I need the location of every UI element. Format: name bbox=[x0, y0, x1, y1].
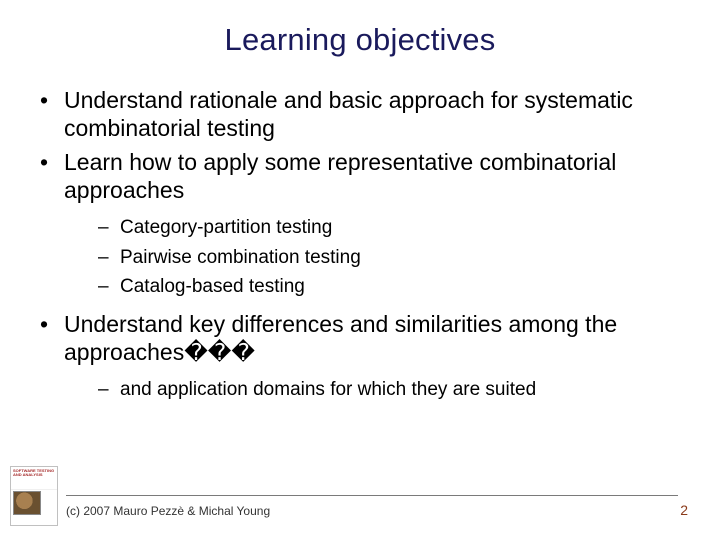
bullet-text: Understand rationale and basic approach … bbox=[64, 87, 633, 141]
sub-bullet-item: Category-partition testing bbox=[96, 214, 688, 243]
slide-footer: (c) 2007 Mauro Pezzè & Michal Young 2 bbox=[66, 502, 688, 518]
sub-bullet-text: Pairwise combination testing bbox=[120, 247, 361, 268]
bullet-item: Understand rationale and basic approach … bbox=[38, 86, 688, 142]
book-thumbnail: SOFTWARE TESTING AND ANALYSIS bbox=[10, 466, 58, 526]
thumbnail-label: SOFTWARE TESTING AND ANALYSIS bbox=[13, 469, 55, 477]
footer-divider bbox=[66, 495, 678, 496]
sub-bullet-list: and application domains for which they a… bbox=[64, 376, 688, 405]
copyright-text: (c) 2007 Mauro Pezzè & Michal Young bbox=[66, 504, 270, 518]
bullet-list: Understand rationale and basic approach … bbox=[32, 86, 688, 404]
page-number: 2 bbox=[680, 502, 688, 518]
sub-bullet-text: Catalog-based testing bbox=[120, 276, 305, 297]
bullet-text: Understand key differences and similarit… bbox=[64, 311, 617, 365]
slide-title: Learning objectives bbox=[32, 22, 688, 58]
sub-bullet-list: Category-partition testing Pairwise comb… bbox=[64, 214, 688, 302]
bullet-item: Learn how to apply some representative c… bbox=[38, 148, 688, 302]
sub-bullet-item: Pairwise combination testing bbox=[96, 244, 688, 273]
bullet-item: Understand key differences and similarit… bbox=[38, 310, 688, 405]
sub-bullet-item: Catalog-based testing bbox=[96, 273, 688, 302]
thumbnail-image bbox=[13, 491, 41, 515]
sub-bullet-text: and application domains for which they a… bbox=[120, 379, 536, 400]
sub-bullet-item: and application domains for which they a… bbox=[96, 376, 688, 405]
sub-bullet-text: Category-partition testing bbox=[120, 217, 332, 238]
slide: Learning objectives Understand rationale… bbox=[0, 0, 720, 540]
bullet-text: Learn how to apply some representative c… bbox=[64, 149, 616, 203]
